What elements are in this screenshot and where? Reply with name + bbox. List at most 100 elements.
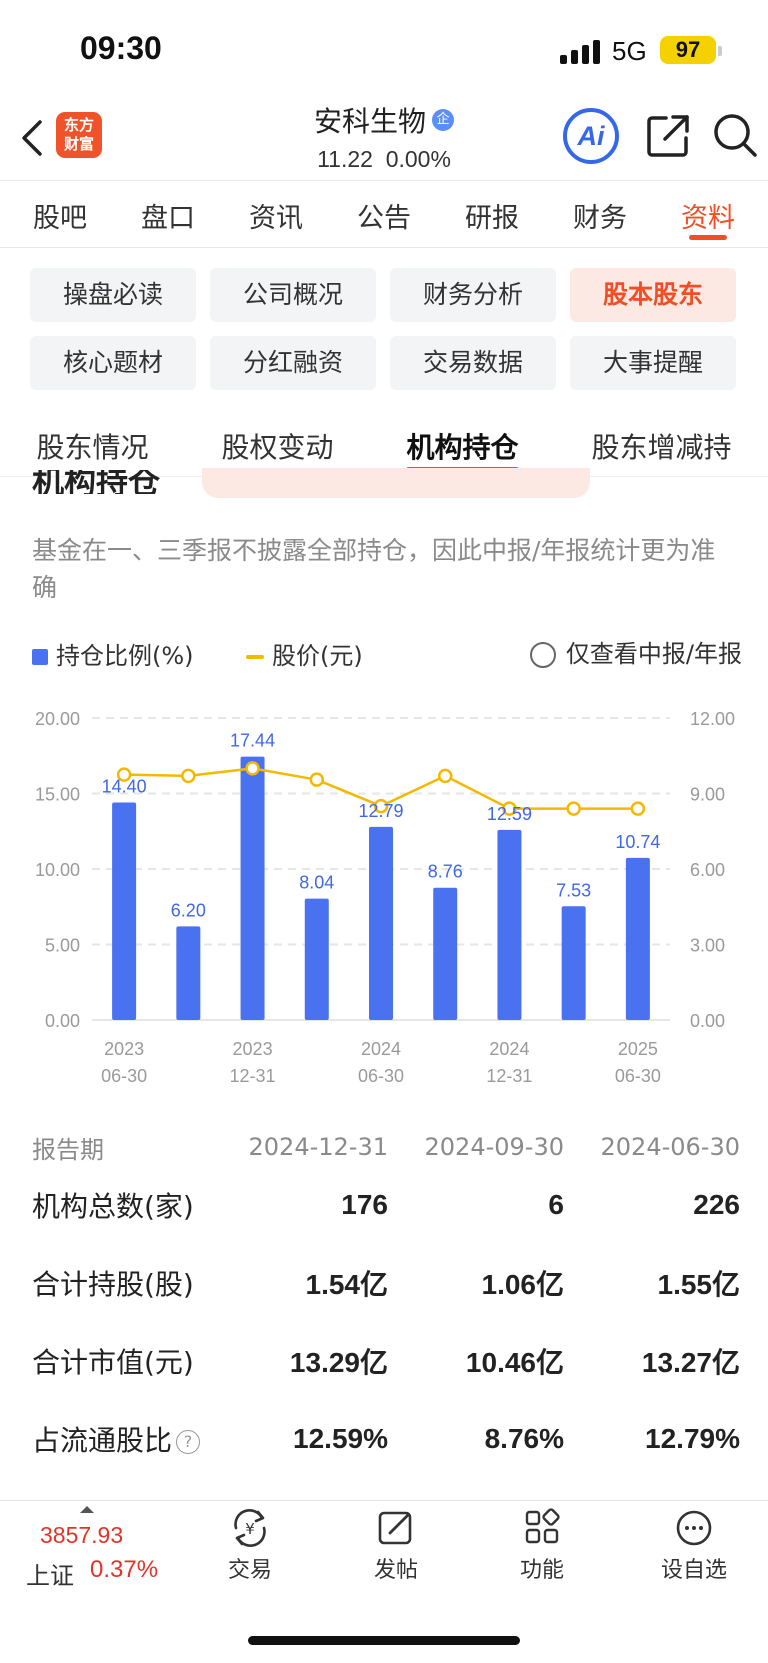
tab-news[interactable]: 资讯	[249, 203, 303, 234]
y-right-tick-label: 6.00	[690, 860, 725, 880]
subtab-shareholders[interactable]: 股东情况	[36, 431, 149, 464]
price-point	[245, 761, 260, 776]
price-point	[373, 798, 389, 814]
x-tick-label-date: 06-30	[101, 1066, 147, 1086]
legend-bar[interactable]: 持仓比例(%)	[32, 636, 194, 671]
legend-line[interactable]: 股价(元)	[246, 636, 363, 671]
x-tick-label-year: 2024	[361, 1039, 401, 1059]
row-value: 176	[341, 1189, 388, 1220]
grid-icon	[525, 1508, 560, 1544]
y-left-tick-label: 10.00	[35, 860, 80, 880]
grid-button-events[interactable]: 大事提醒	[570, 336, 736, 390]
grid-button-shareholders[interactable]: 股本股东	[570, 268, 736, 322]
battery-tip	[718, 46, 722, 56]
table-header-period: 报告期	[32, 1135, 104, 1164]
bar-value-label: 6.20	[171, 900, 206, 920]
profile-section-grid: 操盘必读 公司概况 财务分析 股本股东 核心题材 分红融资 交易数据 大事提醒	[30, 268, 740, 390]
x-tick-label-year: 2023	[233, 1039, 273, 1059]
chart-bar	[625, 857, 650, 1020]
x-tick-label-year: 2024	[489, 1039, 529, 1059]
table-header-col1: 2024-12-31	[248, 1133, 388, 1161]
row-value: 1.55亿	[657, 1269, 741, 1300]
y-right-tick-label: 12.00	[690, 709, 735, 729]
subtab-equity-changes[interactable]: 股权变动	[221, 431, 334, 464]
tab-research[interactable]: 研报	[465, 203, 519, 234]
section-title-partial: 机构持仓	[32, 470, 192, 494]
share-icon[interactable]	[646, 114, 690, 158]
back-icon[interactable]	[18, 118, 48, 158]
y-left-tick-label: 5.00	[45, 936, 80, 956]
stock-price-line: 11.22 0.00%	[0, 146, 768, 173]
row-value: 226	[693, 1189, 740, 1220]
bar-value-label: 7.53	[556, 880, 591, 900]
bar-value-label: 8.76	[428, 862, 463, 882]
logo-text-top: 东方	[63, 116, 94, 134]
y-left-tick-label: 20.00	[35, 709, 80, 729]
row-value: 12.59%	[293, 1423, 388, 1454]
stock-price: 11.22	[317, 146, 373, 172]
grid-button-must-read[interactable]: 操盘必读	[30, 268, 196, 322]
y-left-tick-label: 15.00	[35, 785, 80, 805]
update-notice-pill-partial[interactable]	[202, 468, 590, 498]
row-value: 1.06亿	[481, 1269, 565, 1300]
tab-finance[interactable]: 财务	[573, 203, 627, 234]
annual-only-toggle[interactable]: 仅查看中报/年报	[529, 634, 742, 669]
price-point	[630, 801, 646, 816]
subtab-institution-holdings[interactable]: 机构持仓	[406, 412, 519, 476]
table-header-col2: 2024-09-30	[424, 1133, 564, 1161]
help-icon[interactable]: ?	[176, 1430, 201, 1454]
row-label: 机构总数(家)	[32, 1190, 194, 1223]
chart-bar	[176, 926, 201, 1020]
disclosure-note: 基金在一、三季报不披露全部持仓，因此中报/年报统计更为准确	[32, 536, 716, 602]
legend-bar-swatch	[32, 649, 48, 665]
chart-bar	[433, 887, 458, 1020]
nav-trade[interactable]: ¥ 交易	[190, 1508, 310, 1584]
price-point	[437, 768, 453, 784]
tab-guba[interactable]: 股吧	[33, 203, 87, 234]
bar-value-label: 17.44	[230, 731, 275, 751]
grid-button-trade-data[interactable]: 交易数据	[390, 336, 556, 390]
nav-functions[interactable]: 功能	[482, 1508, 602, 1584]
logo-text-bottom: 财富	[63, 135, 94, 153]
bar-value-label: 8.04	[299, 873, 334, 893]
index-name[interactable]: 上证	[26, 1562, 74, 1590]
y-right-tick-label: 9.00	[690, 785, 725, 805]
status-time: 09:30	[80, 30, 162, 66]
expand-up-icon[interactable]	[80, 1506, 94, 1513]
x-tick-label-date: 12-31	[230, 1066, 276, 1086]
subtab-holding-changes[interactable]: 股东增减持	[591, 431, 732, 464]
index-change[interactable]: 0.37%	[90, 1556, 159, 1583]
stock-name: 安科生物	[313, 105, 426, 138]
chart-bar	[240, 756, 265, 1020]
tab-announcement[interactable]: 公告	[357, 203, 411, 234]
grid-button-dividends[interactable]: 分红融资	[210, 336, 376, 390]
row-value: 8.76%	[484, 1423, 564, 1454]
legend-line-swatch	[246, 655, 264, 659]
x-tick-label-date: 12-31	[486, 1066, 532, 1086]
price-point	[181, 768, 196, 784]
grid-button-financial-analysis[interactable]: 财务分析	[390, 268, 556, 322]
row-label: 占流通股比	[32, 1424, 173, 1457]
section-title-text: 机构持仓	[32, 470, 161, 494]
tab-profile[interactable]: 资料	[681, 180, 735, 246]
ai-button[interactable]: Ai	[563, 108, 619, 164]
nav-add-watchlist[interactable]: 设自选	[634, 1508, 754, 1584]
x-tick-label-date: 06-30	[358, 1066, 404, 1086]
tab-pankou[interactable]: 盘口	[141, 203, 195, 234]
price-point	[566, 801, 581, 816]
grid-button-company-overview[interactable]: 公司概况	[210, 268, 376, 322]
y-left-tick-label: 0.00	[45, 1011, 80, 1031]
bar-value-label: 12.79	[358, 801, 403, 821]
bar-value-label: 14.40	[102, 777, 147, 797]
grid-button-core-themes[interactable]: 核心题材	[30, 336, 196, 390]
index-value[interactable]: 3857.93	[40, 1522, 124, 1548]
home-indicator[interactable]	[248, 1636, 520, 1645]
chart-bar	[497, 829, 522, 1020]
search-icon[interactable]	[712, 112, 758, 158]
yen-exchange-icon: ¥	[234, 1509, 266, 1547]
bar-value-label: 12.59	[487, 804, 532, 824]
nav-post[interactable]: 发帖	[336, 1508, 456, 1584]
stock-title: 安科生物企	[0, 100, 768, 140]
row-label-with-help: 占流通股比?	[32, 1419, 212, 1459]
app-logo[interactable]: 东方 财富	[56, 112, 102, 158]
